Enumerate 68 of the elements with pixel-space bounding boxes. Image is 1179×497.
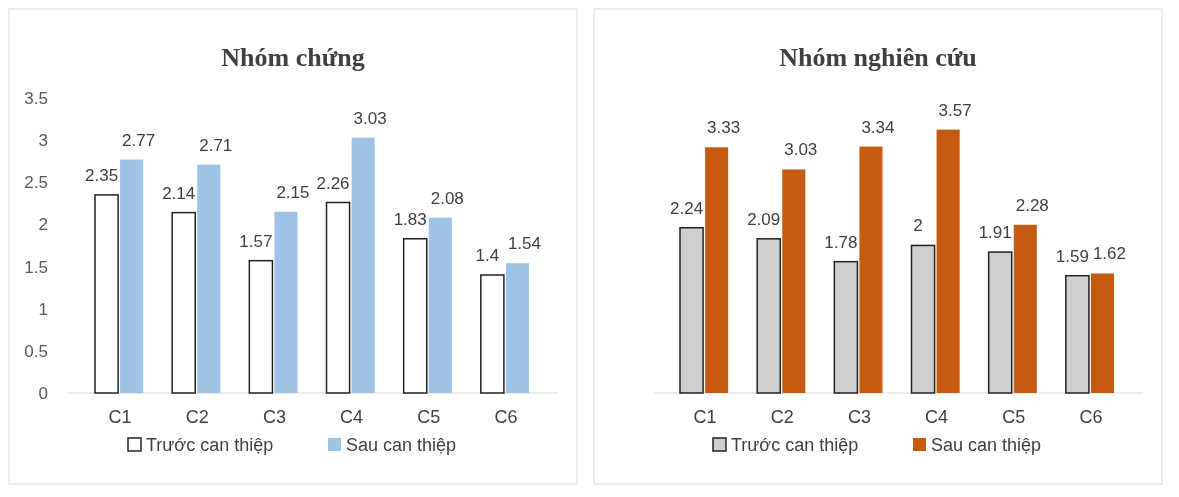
x-tick-label: C5 [417, 407, 441, 427]
bar [248, 259, 274, 394]
x-tick-label: C2 [770, 407, 794, 427]
legend-label: Sau can thiệp [346, 435, 457, 456]
bar [274, 211, 298, 393]
bar [197, 164, 221, 393]
x-tick-label: C5 [1002, 407, 1026, 427]
data-label: 1.83 [393, 209, 427, 229]
x-tick-label: C4 [340, 407, 364, 427]
bar [171, 211, 196, 394]
bar [402, 238, 428, 394]
bar [936, 129, 960, 393]
data-label: 1.59 [1055, 246, 1089, 266]
bar [428, 217, 452, 393]
data-label: 2.28 [1015, 195, 1049, 215]
legend-label: Trước can thiệp [731, 435, 859, 456]
x-tick-label: C1 [108, 407, 132, 427]
data-label: 1.57 [239, 231, 273, 251]
bar [480, 274, 505, 394]
x-tick-label: C4 [925, 407, 949, 427]
bar [120, 159, 144, 393]
y-tick-label: 0 [38, 383, 48, 403]
y-tick-label: 0.5 [24, 341, 48, 361]
bar [325, 201, 351, 394]
x-tick-label: C3 [262, 407, 286, 427]
legend-label: Sau can thiệp [931, 435, 1042, 456]
data-label: 2.14 [162, 183, 196, 203]
bar [782, 169, 806, 393]
chart-title: Nhóm nghiên cứu [779, 43, 977, 72]
data-label: 2 [913, 216, 923, 236]
y-tick-label: 3.5 [24, 88, 48, 108]
data-label: 3.03 [353, 108, 387, 128]
data-label: 2.15 [276, 182, 310, 202]
data-label: 1.78 [824, 232, 858, 252]
bar [505, 263, 529, 393]
data-label: 2.71 [199, 135, 233, 155]
data-label: 2.35 [85, 165, 119, 185]
data-label: 3.34 [861, 117, 895, 137]
y-tick-label: 3 [38, 131, 48, 151]
bar [351, 137, 375, 393]
y-tick-label: 2 [38, 215, 48, 235]
bar [705, 147, 729, 393]
y-tick-label: 2.5 [24, 173, 48, 193]
data-label: 3.03 [784, 140, 818, 160]
data-label: 2.24 [670, 198, 704, 218]
data-label: 1.4 [475, 246, 500, 265]
x-tick-label: C1 [693, 407, 717, 427]
bar [94, 194, 119, 394]
x-tick-label: C6 [494, 407, 518, 427]
x-tick-label: C2 [185, 407, 209, 427]
y-tick-label: 1.5 [24, 257, 48, 277]
bar [1090, 273, 1114, 393]
y-tick-label: 1 [38, 299, 48, 319]
bar [859, 146, 883, 393]
data-label: 1.62 [1092, 244, 1126, 264]
data-label: 3.57 [938, 100, 972, 120]
x-tick-label: C6 [1079, 407, 1103, 427]
data-label: 2.26 [316, 173, 350, 193]
data-label: 3.33 [707, 118, 741, 138]
data-label: 2.08 [430, 188, 464, 208]
chart-title: Nhóm chứng [221, 43, 365, 72]
x-tick-label: C3 [847, 407, 871, 427]
bar [1013, 224, 1037, 393]
data-label: 1.54 [507, 234, 541, 254]
legend-label: Trước can thiệp [146, 435, 274, 456]
data-label: 1.91 [978, 223, 1012, 243]
data-label: 2.09 [747, 209, 781, 229]
data-label: 2.77 [122, 130, 156, 150]
